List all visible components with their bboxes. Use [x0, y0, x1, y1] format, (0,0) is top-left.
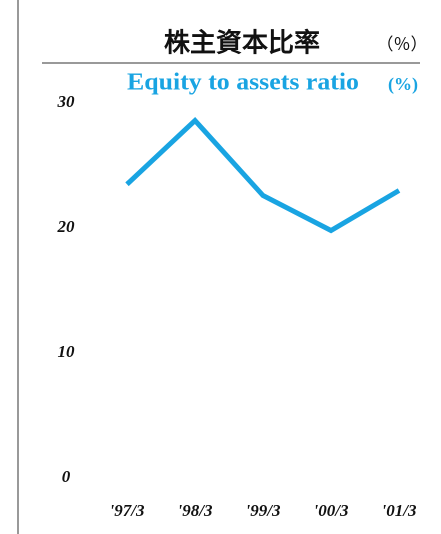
y-tick-label: 0	[62, 467, 71, 486]
title-unit: （％）	[377, 35, 428, 55]
x-tick-label: '99/3	[246, 501, 281, 520]
y-tick-label: 20	[57, 217, 76, 236]
x-tick-label: '97/3	[110, 501, 145, 520]
chart-subtitle: Equity to assets ratio	[127, 70, 359, 96]
subtitle-unit: (%)	[388, 74, 418, 95]
data-line	[125, 116, 401, 234]
x-tick-label: '98/3	[178, 501, 213, 520]
y-tick-label: 30	[57, 92, 76, 111]
chart-title: 株主資本比率	[164, 28, 320, 59]
x-tick-label: '00/3	[314, 501, 349, 520]
x-tick-label: '01/3	[382, 501, 417, 520]
y-tick-label: 10	[58, 342, 76, 361]
